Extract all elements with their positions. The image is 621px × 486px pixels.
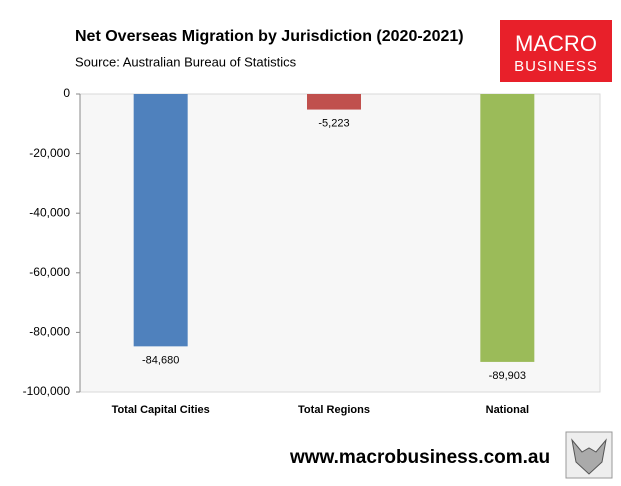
y-tick-label: -20,000 <box>29 146 70 160</box>
bar <box>133 94 188 347</box>
value-label: -89,903 <box>489 370 526 382</box>
footer-url: www.macrobusiness.com.au <box>289 447 550 468</box>
bar <box>480 94 535 362</box>
x-tick-label: National <box>486 404 529 416</box>
value-label: -5,223 <box>318 117 349 129</box>
logo-box <box>500 20 612 82</box>
logo-text: MACRO <box>515 31 597 56</box>
y-tick-label: -60,000 <box>29 265 70 279</box>
value-label: -84,680 <box>142 354 179 366</box>
y-tick-label: -80,000 <box>29 325 70 339</box>
x-tick-label: Total Capital Cities <box>112 404 210 416</box>
logo-text: BUSINESS <box>514 58 598 75</box>
y-tick-label: 0 <box>63 86 70 100</box>
y-tick-label: -100,000 <box>23 384 71 398</box>
bar <box>307 94 361 110</box>
y-tick-label: -40,000 <box>29 205 70 219</box>
logo: MACRO BUSINESS <box>500 20 612 82</box>
chart-title: Net Overseas Migration by Jurisdiction (… <box>75 28 464 45</box>
x-tick-label: Total Regions <box>298 404 370 416</box>
chart-subtitle: Source: Australian Bureau of Statistics <box>75 54 297 69</box>
fox-icon <box>565 431 613 479</box>
fox-shape <box>571 438 607 475</box>
